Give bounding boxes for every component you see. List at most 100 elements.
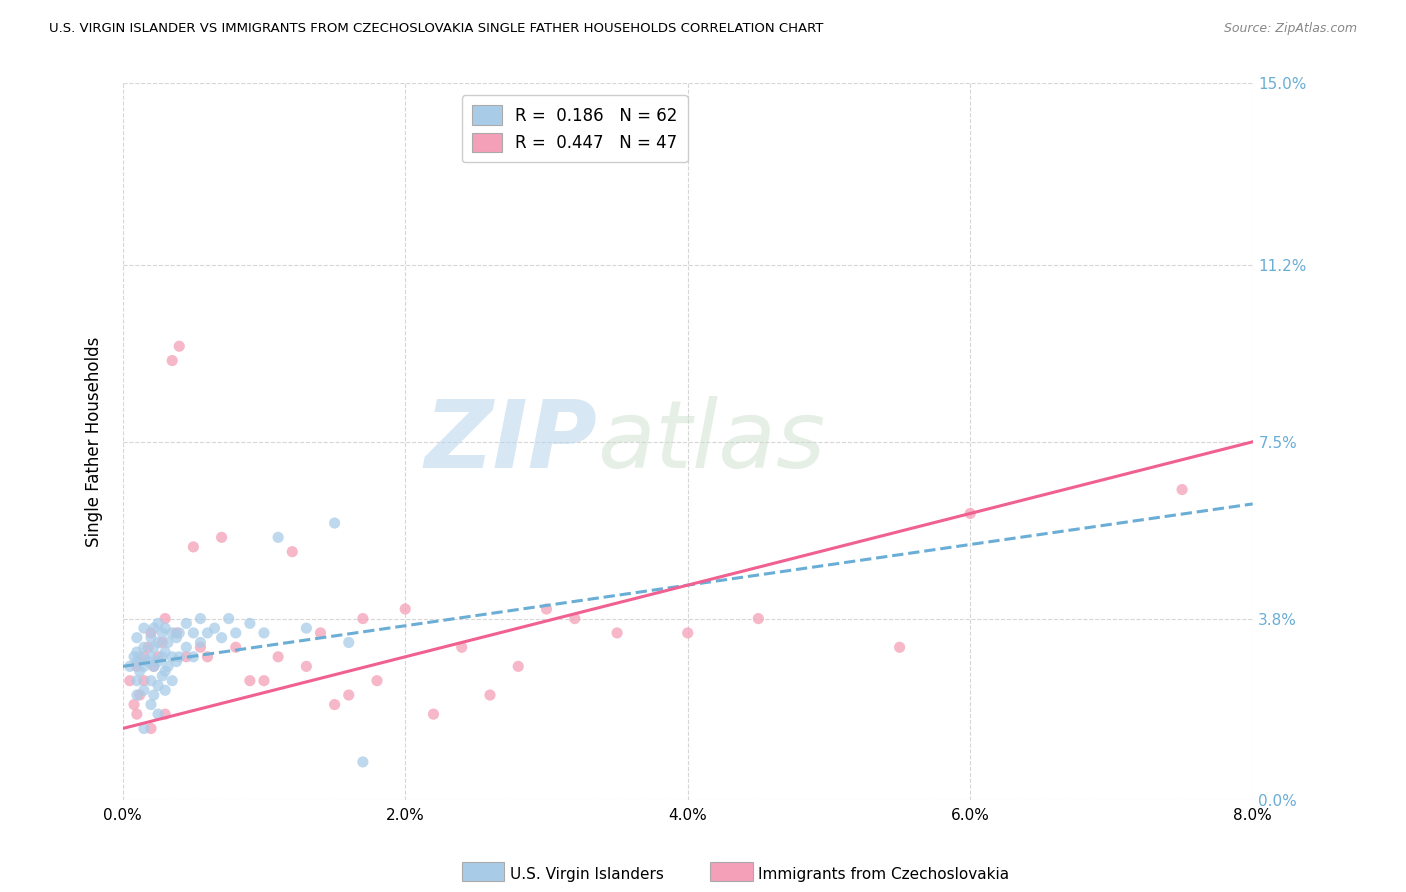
Point bbox=[150, 635, 173, 649]
Point bbox=[536, 602, 558, 616]
Point bbox=[267, 530, 290, 544]
Text: atlas: atlas bbox=[598, 396, 825, 487]
Point bbox=[150, 649, 173, 664]
Point bbox=[156, 635, 179, 649]
Point bbox=[281, 544, 304, 558]
Point bbox=[323, 698, 346, 712]
Point bbox=[160, 353, 183, 368]
Point bbox=[190, 635, 212, 649]
Point bbox=[225, 640, 247, 655]
Point bbox=[239, 616, 262, 631]
Point bbox=[132, 649, 155, 664]
Point bbox=[136, 655, 159, 669]
Point bbox=[676, 626, 699, 640]
Point bbox=[156, 659, 179, 673]
Point bbox=[176, 640, 198, 655]
Point bbox=[747, 611, 769, 625]
Point bbox=[122, 698, 145, 712]
Point bbox=[167, 339, 190, 353]
Point bbox=[197, 626, 219, 640]
Point bbox=[165, 655, 187, 669]
Point bbox=[176, 649, 198, 664]
Legend: R =  0.186   N = 62, R =  0.447   N = 47: R = 0.186 N = 62, R = 0.447 N = 47 bbox=[463, 95, 688, 162]
Point bbox=[139, 698, 162, 712]
Point bbox=[142, 621, 165, 635]
Point bbox=[253, 626, 276, 640]
Point bbox=[142, 640, 165, 655]
Point bbox=[450, 640, 472, 655]
Point bbox=[146, 655, 169, 669]
Point bbox=[239, 673, 262, 688]
Point bbox=[125, 645, 148, 659]
Point bbox=[132, 673, 155, 688]
Point bbox=[153, 621, 176, 635]
Point bbox=[139, 631, 162, 645]
Point bbox=[142, 659, 165, 673]
Point bbox=[167, 649, 190, 664]
Point bbox=[160, 626, 183, 640]
Point bbox=[136, 640, 159, 655]
Y-axis label: Single Father Households: Single Father Households bbox=[86, 336, 103, 547]
Point bbox=[142, 688, 165, 702]
Point bbox=[125, 673, 148, 688]
Point bbox=[139, 649, 162, 664]
Point bbox=[153, 664, 176, 678]
Point bbox=[889, 640, 911, 655]
Text: Source: ZipAtlas.com: Source: ZipAtlas.com bbox=[1223, 22, 1357, 36]
Point bbox=[176, 616, 198, 631]
Text: ZIP: ZIP bbox=[425, 396, 598, 488]
Point bbox=[132, 683, 155, 698]
Text: U.S. Virgin Islanders: U.S. Virgin Islanders bbox=[509, 867, 664, 881]
Point bbox=[125, 707, 148, 722]
Point bbox=[183, 626, 205, 640]
Point bbox=[366, 673, 388, 688]
Point bbox=[190, 640, 212, 655]
Point bbox=[183, 540, 205, 554]
Point bbox=[218, 611, 240, 625]
Point bbox=[125, 688, 148, 702]
Point bbox=[211, 530, 233, 544]
Point bbox=[211, 631, 233, 645]
Point bbox=[352, 755, 374, 769]
Point bbox=[959, 507, 981, 521]
Point bbox=[606, 626, 628, 640]
Point bbox=[139, 722, 162, 736]
Point bbox=[128, 664, 150, 678]
Point bbox=[150, 626, 173, 640]
Point bbox=[142, 659, 165, 673]
Point bbox=[146, 678, 169, 692]
Point bbox=[139, 626, 162, 640]
Point bbox=[132, 640, 155, 655]
Point bbox=[125, 631, 148, 645]
Point bbox=[352, 611, 374, 625]
Point bbox=[146, 635, 169, 649]
Point bbox=[183, 649, 205, 664]
Point bbox=[153, 683, 176, 698]
Point bbox=[122, 649, 145, 664]
Point bbox=[309, 626, 332, 640]
Point bbox=[160, 649, 183, 664]
Point bbox=[132, 621, 155, 635]
Point bbox=[508, 659, 530, 673]
Point bbox=[267, 649, 290, 664]
Point bbox=[128, 688, 150, 702]
Point bbox=[118, 673, 141, 688]
Point bbox=[153, 645, 176, 659]
Point bbox=[160, 673, 183, 688]
Point bbox=[153, 611, 176, 625]
Point bbox=[337, 635, 360, 649]
Point bbox=[1171, 483, 1194, 497]
Point bbox=[132, 722, 155, 736]
Point bbox=[128, 649, 150, 664]
Point bbox=[190, 611, 212, 625]
Point bbox=[225, 626, 247, 640]
Point bbox=[139, 673, 162, 688]
Point bbox=[150, 669, 173, 683]
Point bbox=[118, 659, 141, 673]
Point bbox=[146, 616, 169, 631]
Point bbox=[125, 655, 148, 669]
Point bbox=[323, 516, 346, 530]
Point bbox=[337, 688, 360, 702]
Point bbox=[422, 707, 444, 722]
Point bbox=[295, 659, 318, 673]
